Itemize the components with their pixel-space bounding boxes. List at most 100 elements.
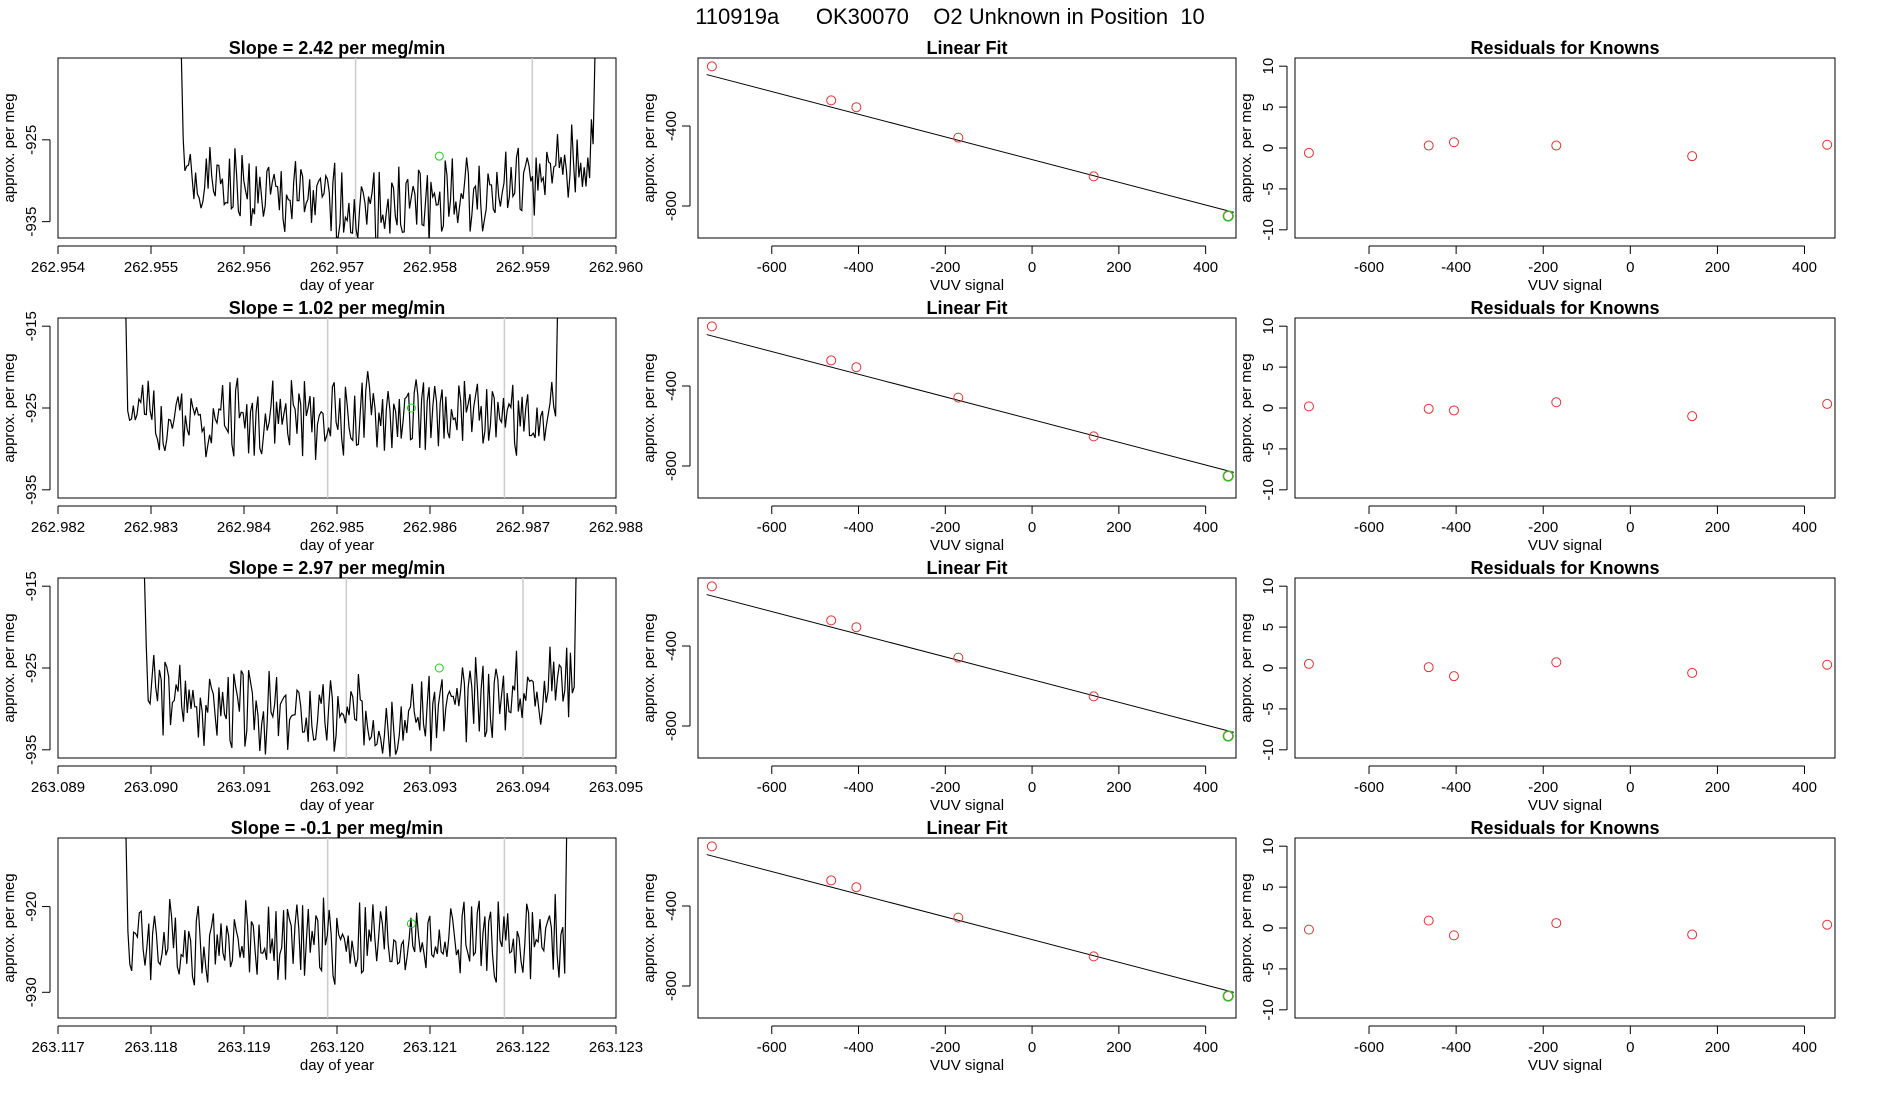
chart-panel-timeseries: Slope = -0.1 per meg/min 263.117 263.118 26… [1,818,643,1074]
x-tick-label: 263.118 [124,1039,177,1056]
x-tick-label: 200 [1106,519,1131,536]
y-axis-label: approx. per meg [641,873,658,982]
residual-point [1448,405,1459,416]
plot-area [706,61,1234,222]
y-tick-label: 0 [1260,664,1277,672]
x-tick-label: -400 [1441,1039,1471,1056]
residual-point [1551,140,1562,151]
known-point [851,882,862,893]
plot-frame [1294,57,1836,239]
y-tick-label: -925 [23,393,40,423]
residual-point [1822,139,1833,150]
y-tick-label: -10 [1260,999,1277,1021]
y-tick-label: 10 [1260,578,1277,595]
y-axis-label: approx. per meg [641,353,658,462]
plot-area [706,321,1234,482]
x-tick-label: 263.119 [217,1039,270,1056]
chart-title: Residuals for Knowns [1470,38,1659,58]
x-tick-label: 200 [1106,1039,1131,1056]
x-tick-label: 400 [1792,779,1817,796]
unknown-point [406,919,416,929]
chart-title: Residuals for Knowns [1470,558,1659,578]
y-tick-label: 5 [1260,103,1277,111]
y-tick-label: -5 [1260,442,1277,455]
x-tick-label: 262.959 [496,259,550,276]
unknown-point [1222,210,1234,222]
known-point [826,875,837,886]
known-point [953,652,964,663]
x-tick-label: 262.956 [217,259,271,276]
y-tick-label: -5 [1260,182,1277,195]
timeseries-trace [125,318,559,460]
x-tick-label: 400 [1193,779,1218,796]
y-tick-label: -920 [23,892,40,922]
residual-point [1303,401,1314,412]
plot-frame [57,837,617,1019]
chart-panel-linearfit: Linear Fit -600 -400 -200 0 200 400 VUV signal -… [641,38,1237,294]
y-tick-label: -925 [23,125,40,155]
x-tick-label: -400 [844,779,874,796]
y-tick-label: -400 [663,891,680,921]
known-point [851,622,862,633]
x-tick-label: 400 [1193,259,1218,276]
known-point [826,355,837,366]
known-point [826,95,837,106]
x-tick-label: -400 [844,1039,874,1056]
y-tick-label: -400 [663,631,680,661]
x-tick-label: -400 [844,519,874,536]
y-axis-label: approx. per meg [1238,93,1255,202]
x-tick-label: -600 [1354,519,1384,536]
unknown-point [1222,990,1234,1002]
chart-title: Residuals for Knowns [1470,818,1659,838]
plot-frame [1294,317,1836,499]
x-tick-label: 400 [1792,1039,1817,1056]
y-axis-label: approx. per meg [1238,613,1255,722]
known-point [953,912,964,923]
y-tick-label: -935 [23,207,40,237]
x-tick-label: -200 [930,519,960,536]
y-axis-label: approx. per meg [641,93,658,202]
x-tick-label: -600 [1354,1039,1384,1056]
x-tick-label: 262.958 [403,259,457,276]
chart-panel-timeseries: Slope = 2.42 per meg/min 262.954 262.955 26… [1,38,643,294]
y-tick-label: -10 [1260,479,1277,501]
chart-title: Linear Fit [926,38,1007,58]
residual-point [1551,918,1562,929]
x-tick-label: -600 [757,1039,787,1056]
residual-point [1303,658,1314,669]
x-tick-label: 262.982 [31,519,85,536]
y-tick-label: -800 [663,711,680,741]
x-tick-label: 200 [1705,779,1730,796]
x-axis-label: VUV signal [1528,797,1602,814]
x-tick-label: -400 [1441,519,1471,536]
x-tick-label: 400 [1792,519,1817,536]
known-point [826,615,837,626]
x-tick-label: 0 [1626,779,1634,796]
x-tick-label: 262.983 [124,519,178,536]
x-tick-label: 263.121 [403,1039,457,1056]
known-point [706,841,717,852]
plot-area [143,578,577,758]
x-tick-label: -200 [1528,519,1558,536]
plot-area [1303,915,1833,941]
y-tick-label: 10 [1260,318,1277,335]
x-tick-label: 263.090 [124,779,178,796]
chart-panel-residuals: Residuals for Knowns -600 -400 -200 0 200 400 V… [1238,818,1836,1074]
x-tick-label: -600 [757,259,787,276]
known-point [706,61,717,72]
x-tick-label: -200 [1528,259,1558,276]
y-tick-label: 5 [1260,363,1277,371]
x-axis-label: VUV signal [930,797,1004,814]
y-tick-label: -930 [23,977,40,1007]
y-tick-label: 0 [1260,924,1277,932]
x-tick-label: -400 [1441,259,1471,276]
known-point [1088,691,1099,702]
x-axis-label: VUV signal [930,1057,1004,1074]
chart-panel-residuals: Residuals for Knowns -600 -400 -200 0 200 400 V… [1238,558,1836,814]
chart-title: Slope = 2.42 per meg/min [229,38,446,58]
x-tick-label: -600 [757,779,787,796]
x-tick-label: 0 [1626,519,1634,536]
x-tick-label: 263.117 [31,1039,84,1056]
x-tick-label: 0 [1626,1039,1634,1056]
